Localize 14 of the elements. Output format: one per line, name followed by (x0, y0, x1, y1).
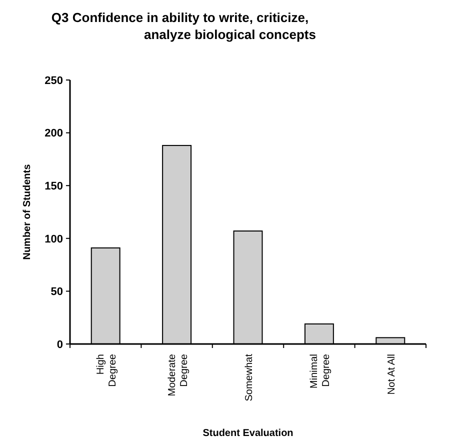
x-tick-label: Minimal Degree (309, 354, 332, 388)
x-tick-label: Not At All (386, 354, 398, 395)
y-tick-label: 150 (44, 180, 63, 192)
y-axis-title: Number of Students (22, 164, 33, 260)
chart-title: Q3 Confidence in ability to write, criticize, analyze biological concepts (51, 10, 316, 42)
x-axis-title: Student Evaluation (202, 428, 294, 439)
x-tick-label: High Degree (96, 354, 119, 387)
x-tick-label: Somewhat (244, 354, 255, 402)
y-tick-label: 50 (50, 286, 63, 298)
y-tick-label: 100 (44, 233, 63, 246)
y-tick-label: 250 (44, 74, 63, 87)
y-tick-label: 200 (44, 128, 63, 140)
y-tick-label: 0 (56, 338, 63, 351)
x-tick-label: Moderate Degree (166, 354, 190, 396)
